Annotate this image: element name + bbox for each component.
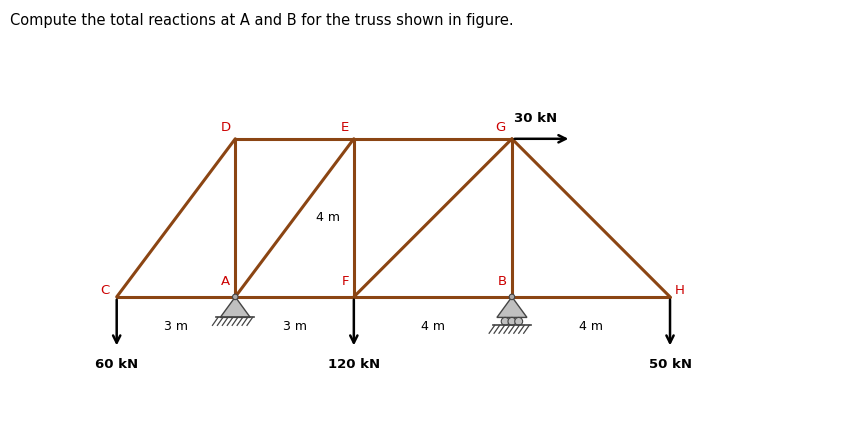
Polygon shape	[220, 297, 250, 318]
Text: A: A	[221, 275, 230, 289]
Text: 3 m: 3 m	[164, 320, 188, 333]
Text: 120 kN: 120 kN	[327, 358, 380, 371]
Circle shape	[501, 318, 509, 325]
Circle shape	[509, 294, 514, 300]
Circle shape	[514, 318, 523, 325]
Text: B: B	[497, 275, 507, 289]
Text: Compute the total reactions at A and B for the truss shown in figure.: Compute the total reactions at A and B f…	[10, 13, 514, 28]
Text: G: G	[496, 121, 506, 134]
Text: 4 m: 4 m	[579, 320, 603, 333]
Text: E: E	[341, 121, 349, 134]
Text: 50 kN: 50 kN	[649, 358, 691, 371]
Text: 3 m: 3 m	[283, 320, 306, 333]
Text: 60 kN: 60 kN	[95, 358, 138, 371]
Text: 4 m: 4 m	[420, 320, 445, 333]
Text: 4 m: 4 m	[316, 211, 340, 224]
Polygon shape	[497, 297, 527, 318]
Circle shape	[508, 318, 516, 325]
Text: D: D	[220, 121, 230, 134]
Text: F: F	[342, 275, 349, 289]
Text: C: C	[100, 284, 109, 298]
Text: H: H	[675, 284, 685, 298]
Text: 30 kN: 30 kN	[514, 112, 558, 125]
Circle shape	[233, 294, 238, 300]
